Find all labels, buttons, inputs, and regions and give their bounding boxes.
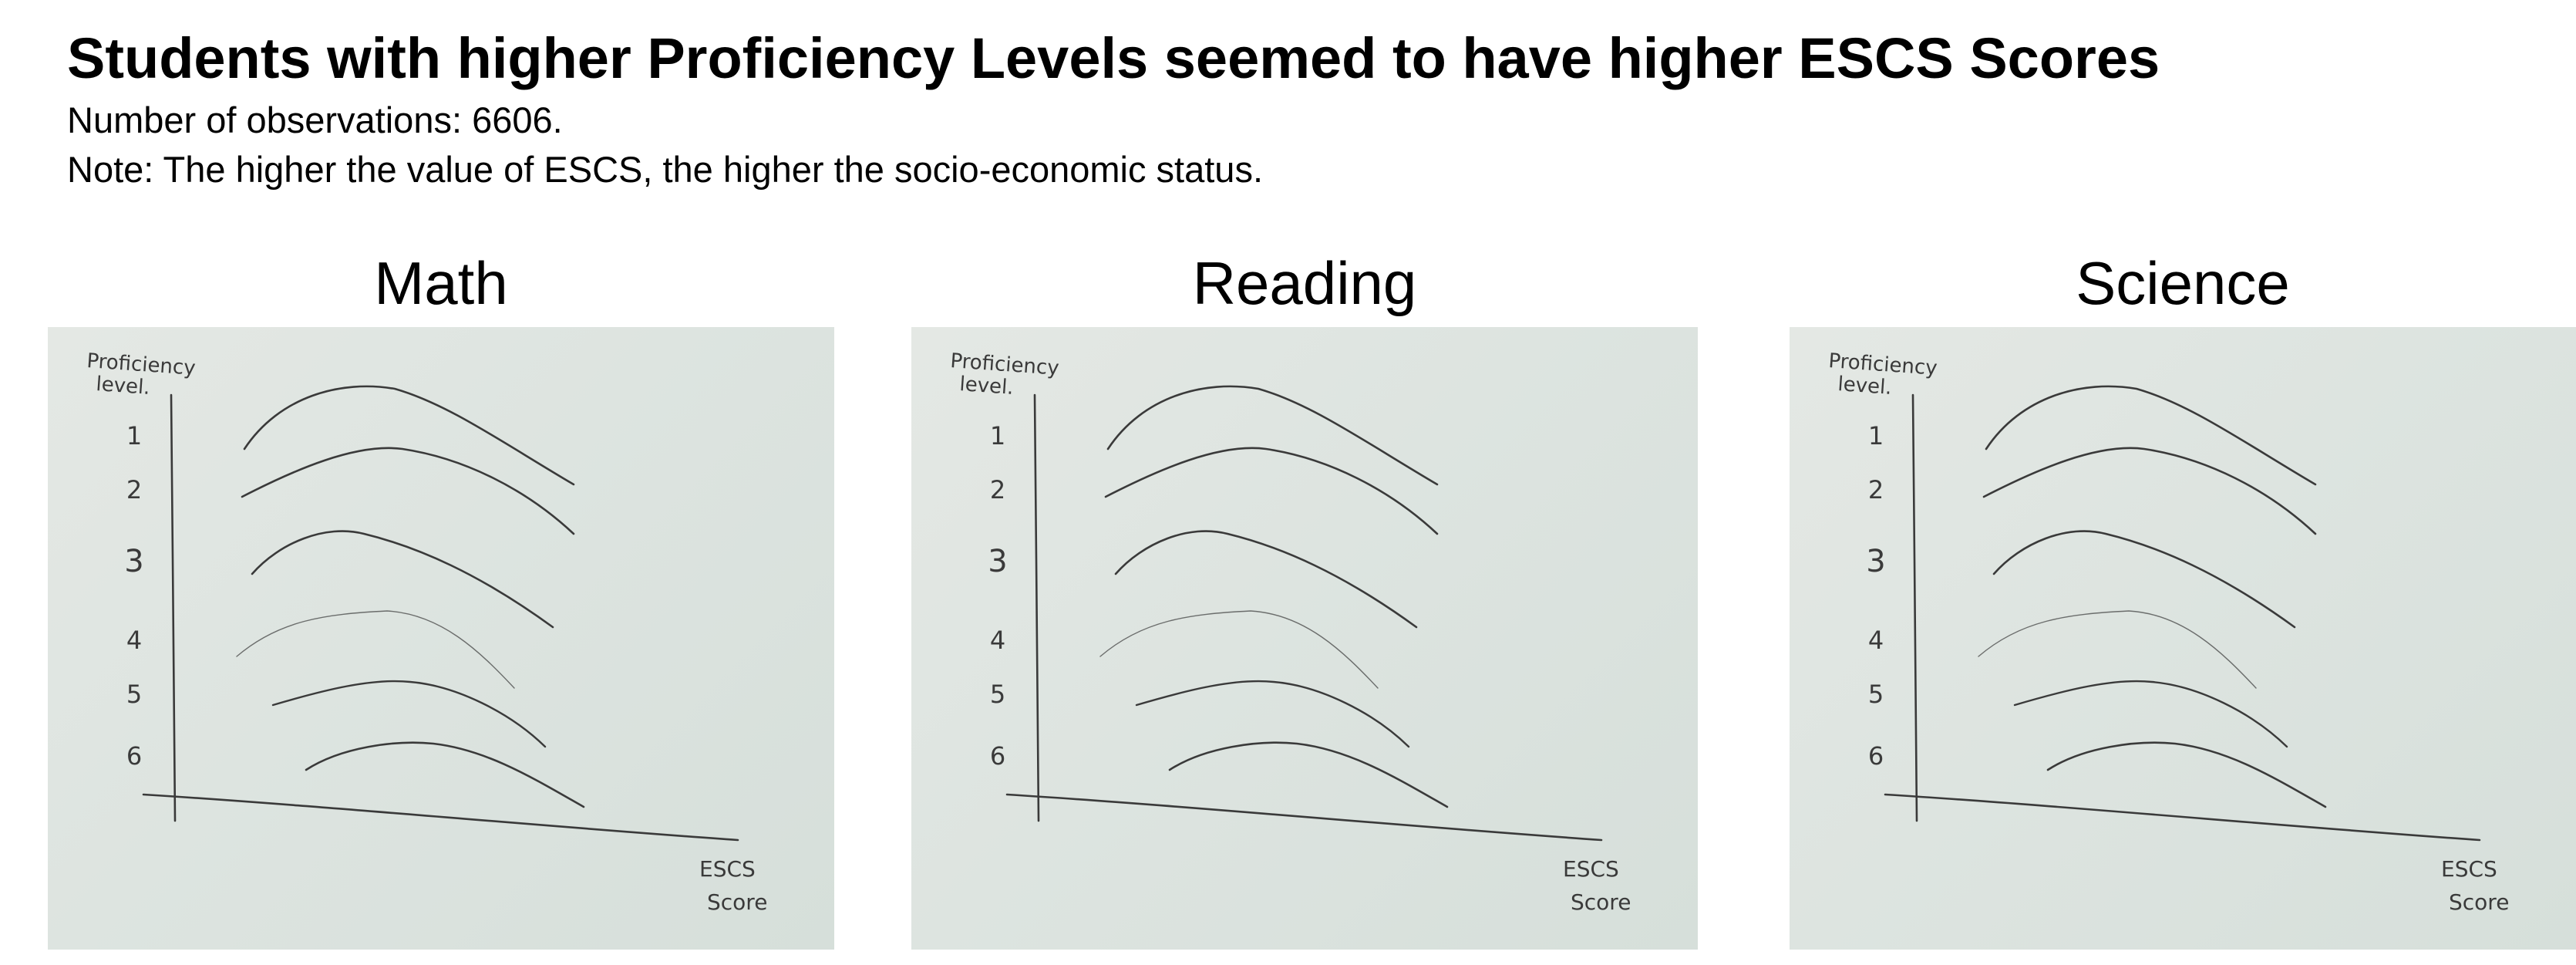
y-tick-label-2: 2 xyxy=(126,475,142,504)
curve-level-5 xyxy=(271,680,547,748)
curve-level-3 xyxy=(251,530,554,629)
y-tick-label-3: 3 xyxy=(124,544,143,579)
curve-level-2 xyxy=(1104,447,1439,535)
observations-count: Number of observations: 6606. xyxy=(67,100,563,140)
x-axis-line xyxy=(1005,793,1603,842)
y-tick-label-1: 1 xyxy=(990,421,1005,450)
y-axis-label-line2: level. xyxy=(96,373,151,400)
y-tick-label-6: 6 xyxy=(990,741,1005,771)
y-tick-label-4: 4 xyxy=(126,626,142,655)
curve-level-6 xyxy=(2046,741,2327,808)
curve-level-4 xyxy=(1978,610,2257,689)
panel-title-science: Science xyxy=(2076,249,2290,317)
curve-level-1 xyxy=(243,385,575,486)
curve-level-3 xyxy=(1992,530,2296,629)
y-axis-line xyxy=(1033,393,1040,822)
curve-level-4 xyxy=(1099,610,1379,689)
y-axis-line xyxy=(1911,393,1918,822)
y-tick-label-4: 4 xyxy=(990,626,1005,655)
y-tick-label-3: 3 xyxy=(1866,544,1885,579)
y-tick-label-1: 1 xyxy=(1868,421,1884,450)
y-tick-label-6: 6 xyxy=(126,741,142,771)
y-axis-line xyxy=(170,393,177,822)
x-axis-line xyxy=(142,793,739,842)
curve-level-6 xyxy=(305,741,585,808)
panel-title-reading: Reading xyxy=(1192,249,1417,317)
note-text: Note: The higher the value of ESCS, the … xyxy=(67,149,1263,190)
y-tick-label-2: 2 xyxy=(990,475,1005,504)
curve-level-6 xyxy=(1168,741,1449,808)
curve-level-3 xyxy=(1114,530,1418,629)
curve-level-2 xyxy=(1982,447,2317,535)
curve-level-2 xyxy=(241,447,575,535)
curve-level-1 xyxy=(1985,385,2317,486)
x-axis-label-line2: Score xyxy=(1571,889,1631,915)
y-tick-label-4: 4 xyxy=(1868,626,1884,655)
curve-level-5 xyxy=(2013,680,2288,748)
chart-panel-science: Proficiency level. ESCS Score 1 2 3 4 5 6 xyxy=(1790,327,2576,950)
x-axis-label-line1: ESCS xyxy=(699,856,756,882)
panel-title-math: Math xyxy=(374,249,508,317)
x-axis-line xyxy=(1884,793,2481,842)
curve-level-1 xyxy=(1106,385,1439,486)
page-header: Students with higher Proficiency Levels … xyxy=(67,22,2534,194)
x-axis-label-line2: Score xyxy=(707,889,767,915)
x-axis-label-line2: Score xyxy=(2449,889,2509,915)
y-tick-label-5: 5 xyxy=(990,680,1005,709)
chart-panel-math: Proficiency level. ESCS Score 1 2 3 4 5 6 xyxy=(48,327,834,950)
y-tick-label-5: 5 xyxy=(1868,680,1884,709)
x-axis-label-line1: ESCS xyxy=(1563,856,1619,882)
curve-level-4 xyxy=(236,610,515,689)
y-tick-label-3: 3 xyxy=(988,544,1007,579)
y-tick-label-2: 2 xyxy=(1868,475,1884,504)
y-tick-label-5: 5 xyxy=(126,680,142,709)
chart-panel-reading: Proficiency level. ESCS Score 1 2 3 4 5 6 xyxy=(911,327,1698,950)
page-title: Students with higher Proficiency Levels … xyxy=(67,26,2160,90)
y-tick-label-6: 6 xyxy=(1868,741,1884,771)
y-tick-label-1: 1 xyxy=(126,421,142,450)
y-axis-label-line2: level. xyxy=(959,373,1015,400)
curve-level-5 xyxy=(1135,680,1410,748)
y-axis-label-line2: level. xyxy=(1837,373,1893,400)
x-axis-label-line1: ESCS xyxy=(2441,856,2497,882)
